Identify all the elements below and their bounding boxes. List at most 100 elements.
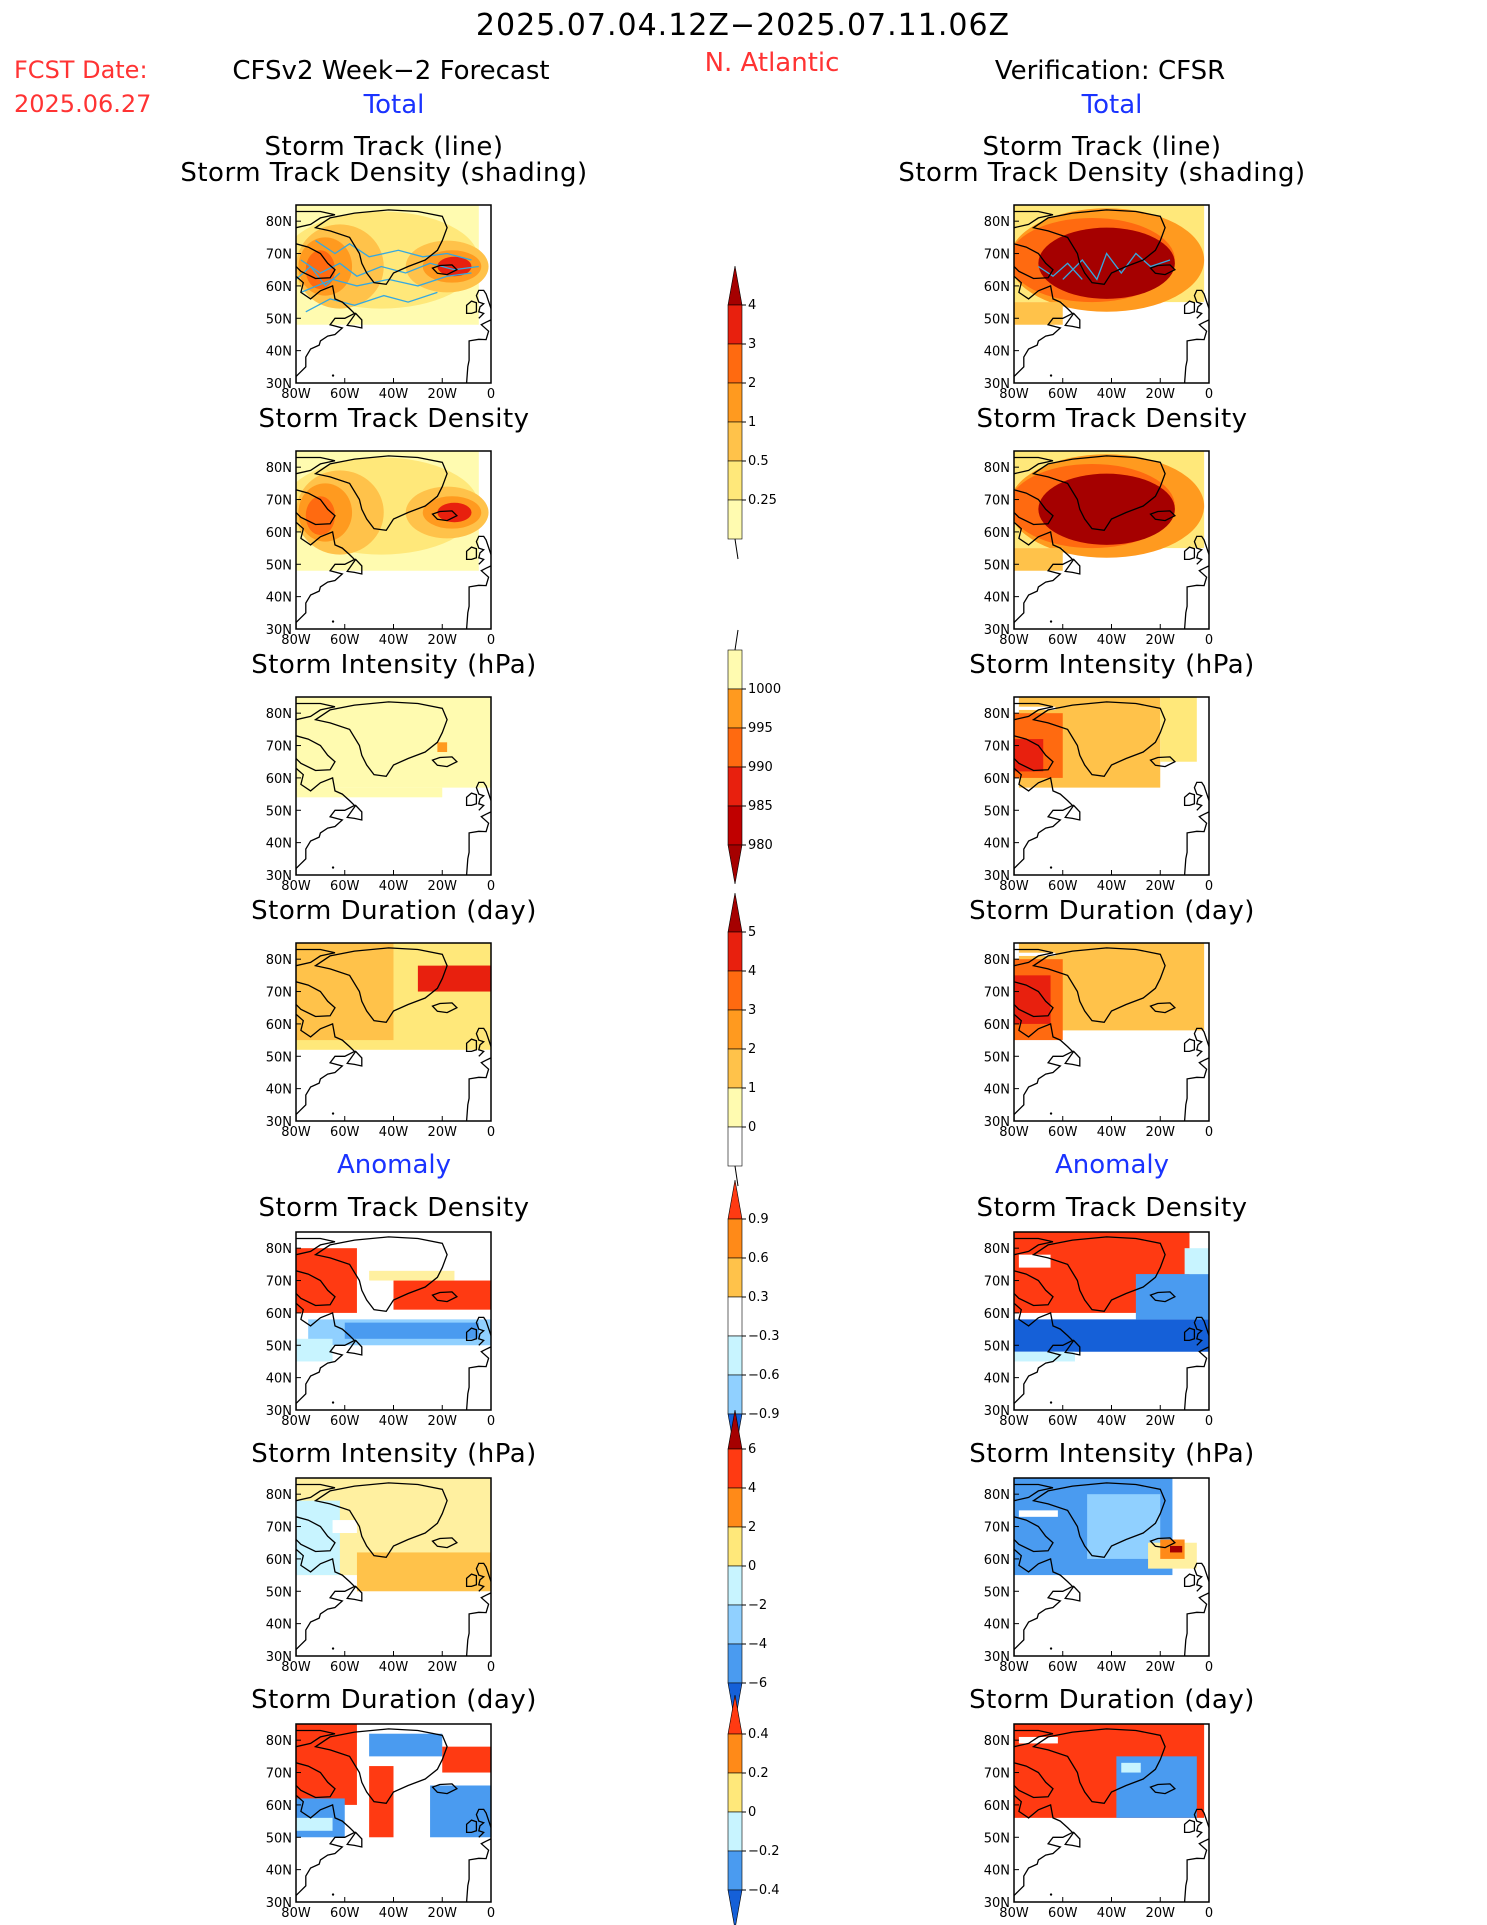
- svg-text:60N: 60N: [984, 1018, 1010, 1033]
- svg-text:60N: 60N: [266, 1553, 292, 1568]
- svg-text:20W: 20W: [428, 879, 458, 894]
- svg-text:80W: 80W: [999, 633, 1029, 648]
- svg-text:60N: 60N: [266, 1307, 292, 1322]
- svg-text:0: 0: [487, 1125, 495, 1140]
- svg-text:30N: 30N: [266, 869, 292, 884]
- svg-text:80N: 80N: [266, 1734, 292, 1749]
- svg-text:80W: 80W: [281, 633, 311, 648]
- svg-text:0: 0: [487, 879, 495, 894]
- panel-title-intensity-anom-right: Storm Intensity (hPa): [969, 1439, 1255, 1469]
- svg-text:60W: 60W: [330, 1660, 360, 1675]
- svg-text:70N: 70N: [984, 986, 1010, 1001]
- svg-text:60W: 60W: [1048, 1660, 1078, 1675]
- svg-text:50N: 50N: [984, 1831, 1010, 1846]
- svg-text:0: 0: [487, 1660, 495, 1675]
- svg-text:70N: 70N: [984, 1521, 1010, 1536]
- svg-text:50N: 50N: [266, 1339, 292, 1354]
- svg-text:20W: 20W: [1146, 1414, 1176, 1429]
- map-panel-int_ob-right: 80W 60W 40W 20W 0 80N 70N 60N 50N 40N 30N: [984, 696, 1213, 894]
- svg-text:40N: 40N: [984, 1618, 1010, 1633]
- svg-text:20W: 20W: [1146, 387, 1176, 402]
- svg-text:0: 0: [487, 1906, 495, 1921]
- svg-text:0: 0: [487, 1414, 495, 1429]
- svg-text:80N: 80N: [984, 707, 1010, 722]
- svg-text:40W: 40W: [1097, 1660, 1127, 1675]
- svg-text:40W: 40W: [1097, 1125, 1127, 1140]
- svg-text:80W: 80W: [999, 1125, 1029, 1140]
- svg-text:70N: 70N: [266, 1767, 292, 1782]
- panel-title-duration-anom-left: Storm Duration (day): [251, 1685, 537, 1715]
- svg-text:40N: 40N: [266, 1864, 292, 1879]
- svg-text:60W: 60W: [1048, 1906, 1078, 1921]
- svg-text:80W: 80W: [281, 1906, 311, 1921]
- svg-text:0: 0: [1205, 1660, 1213, 1675]
- svg-text:30N: 30N: [266, 377, 292, 392]
- panel-title-density-anom-right: Storm Track Density: [976, 1193, 1248, 1223]
- svg-text:−0.2: −0.2: [748, 1844, 780, 1859]
- panel-title-track-shading-right: Storm Track Density (shading): [898, 158, 1306, 188]
- panel-title-duration-left: Storm Duration (day): [251, 896, 537, 926]
- svg-text:995: 995: [748, 721, 773, 736]
- svg-text:40N: 40N: [266, 591, 292, 606]
- svg-text:50N: 50N: [266, 558, 292, 573]
- svg-text:50N: 50N: [984, 1585, 1010, 1600]
- svg-text:40N: 40N: [984, 1083, 1010, 1098]
- svg-text:40W: 40W: [379, 1414, 409, 1429]
- svg-text:40N: 40N: [266, 837, 292, 852]
- panel-title-track-line-right: Storm Track (line): [982, 132, 1222, 162]
- svg-text:70N: 70N: [266, 1521, 292, 1536]
- svg-text:60N: 60N: [266, 1799, 292, 1814]
- svg-text:50N: 50N: [266, 804, 292, 819]
- svg-text:4: 4: [748, 1481, 756, 1496]
- svg-text:80W: 80W: [281, 879, 311, 894]
- svg-text:60W: 60W: [330, 879, 360, 894]
- svg-text:60N: 60N: [984, 526, 1010, 541]
- svg-text:20W: 20W: [428, 1660, 458, 1675]
- svg-text:980: 980: [748, 838, 773, 853]
- svg-text:30N: 30N: [266, 623, 292, 638]
- region-label: N. Atlantic: [704, 48, 840, 78]
- svg-text:0.4: 0.4: [748, 1727, 769, 1742]
- panel-title-track-shading-left: Storm Track Density (shading): [180, 158, 588, 188]
- map-panel-dens_ob-right: 80W 60W 40W 20W 0 80N 70N 60N 50N 40N 30N: [984, 450, 1213, 648]
- svg-text:30N: 30N: [266, 1650, 292, 1665]
- svg-text:60N: 60N: [984, 1799, 1010, 1814]
- svg-text:70N: 70N: [984, 1275, 1010, 1290]
- svg-text:70N: 70N: [266, 986, 292, 1001]
- svg-text:60N: 60N: [266, 280, 292, 295]
- svg-text:20W: 20W: [1146, 1906, 1176, 1921]
- svg-text:60N: 60N: [266, 772, 292, 787]
- svg-text:50N: 50N: [266, 1585, 292, 1600]
- svg-text:50N: 50N: [266, 1050, 292, 1065]
- svg-text:4: 4: [748, 298, 756, 313]
- svg-text:60W: 60W: [330, 1906, 360, 1921]
- storm-track-line: [1062, 252, 1171, 281]
- colorbar-intensity-total: 1000 995 990 985 980: [727, 629, 781, 885]
- svg-text:1: 1: [748, 415, 756, 430]
- svg-text:80N: 80N: [984, 1242, 1010, 1257]
- svg-text:0.9: 0.9: [748, 1212, 769, 1227]
- svg-text:80W: 80W: [999, 1414, 1029, 1429]
- svg-text:80N: 80N: [266, 1242, 292, 1257]
- svg-text:80N: 80N: [266, 707, 292, 722]
- svg-text:40W: 40W: [1097, 1906, 1127, 1921]
- svg-text:50N: 50N: [984, 558, 1010, 573]
- svg-text:−2: −2: [748, 1598, 767, 1613]
- svg-text:60W: 60W: [1048, 879, 1078, 894]
- svg-text:80N: 80N: [984, 1488, 1010, 1503]
- storm-track-line: [305, 291, 438, 313]
- svg-text:80N: 80N: [984, 215, 1010, 230]
- storm-track-line: [1038, 262, 1083, 280]
- colorbar-density-anom: 0.9 0.6 0.3 −0.3 −0.6 −0.9: [727, 1179, 780, 1454]
- svg-text:0: 0: [1205, 1414, 1213, 1429]
- svg-text:60W: 60W: [1048, 633, 1078, 648]
- svg-text:20W: 20W: [428, 1125, 458, 1140]
- svg-text:20W: 20W: [1146, 1125, 1176, 1140]
- map-panel-dens_ob-right: 80W 60W 40W 20W 0 80N 70N 60N 50N 40N 30N: [984, 204, 1213, 402]
- storm-track-line: [315, 240, 472, 261]
- svg-text:20W: 20W: [1146, 1660, 1176, 1675]
- svg-text:80N: 80N: [984, 1734, 1010, 1749]
- svg-text:40W: 40W: [379, 387, 409, 402]
- svg-text:40W: 40W: [379, 1125, 409, 1140]
